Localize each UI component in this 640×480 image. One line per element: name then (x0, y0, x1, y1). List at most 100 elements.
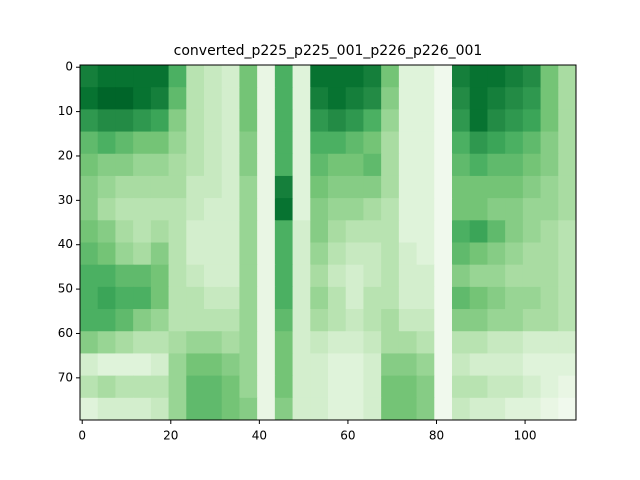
heat-cell (452, 198, 471, 221)
heat-cell (274, 175, 294, 199)
heat-cell (221, 220, 240, 243)
heat-cell (540, 264, 559, 288)
heat-cell (186, 309, 205, 332)
heat-cell (363, 264, 382, 288)
heat-cell (363, 220, 382, 243)
heat-cell (97, 198, 116, 221)
heat-cell (381, 65, 400, 88)
heat-cell (345, 331, 364, 354)
heat-cell (221, 109, 240, 133)
heat-cell (115, 397, 134, 421)
heat-cell (434, 131, 453, 155)
heat-cell (239, 65, 258, 88)
heat-cell (80, 175, 99, 199)
heat-cell (381, 242, 400, 266)
heat-cell (540, 331, 559, 354)
heat-cell (115, 220, 134, 243)
heat-cell (398, 309, 418, 332)
heat-cell (150, 375, 170, 399)
heat-cell (257, 87, 276, 110)
heat-cell (452, 87, 471, 110)
heat-cell (133, 109, 152, 133)
heat-cell (522, 87, 542, 110)
heat-cell (328, 242, 347, 266)
chart-title: converted_p225_p225_001_p226_p226_001 (174, 43, 483, 59)
heat-cell (363, 397, 382, 421)
heat-cell (80, 220, 99, 243)
heat-cell (328, 353, 347, 377)
heat-cell (274, 264, 294, 288)
heat-cell (80, 242, 99, 266)
heat-cell (204, 131, 223, 155)
heat-cell (186, 87, 205, 110)
heat-cell (150, 220, 170, 243)
heat-cell (168, 220, 187, 243)
y-tick-label: 10 (58, 104, 73, 118)
heat-cell (381, 131, 400, 155)
heat-cell (487, 397, 506, 421)
heat-cell (363, 131, 382, 155)
heat-cell (80, 65, 99, 88)
heat-cell (434, 87, 453, 110)
y-tick-label: 40 (58, 237, 73, 251)
heat-cell (292, 175, 311, 199)
heat-cell (328, 153, 347, 177)
heat-cell (398, 153, 418, 177)
heat-cell (328, 331, 347, 354)
heat-cell (221, 286, 240, 310)
heat-cell (363, 109, 382, 133)
heat-cell (398, 175, 418, 199)
heat-cell (80, 286, 99, 310)
heat-cell (257, 131, 276, 155)
heat-cell (558, 109, 577, 133)
heat-cell (204, 153, 223, 177)
heat-cell (80, 309, 99, 332)
heat-cell (487, 131, 506, 155)
y-tick-label: 20 (58, 148, 73, 162)
heat-cell (487, 264, 506, 288)
heat-cell (310, 198, 329, 221)
x-tick-label: 100 (514, 429, 537, 443)
heat-cell (452, 109, 471, 133)
x-tick-label: 0 (78, 429, 86, 443)
heat-cell (416, 286, 435, 310)
heat-cell (522, 264, 542, 288)
heat-cell (452, 375, 471, 399)
heat-cell (274, 153, 294, 177)
heat-cell (257, 375, 276, 399)
x-tick-label: 40 (252, 429, 267, 443)
heat-cell (204, 397, 223, 421)
heat-cell (363, 353, 382, 377)
heat-cell (416, 198, 435, 221)
heat-cell (150, 131, 170, 155)
heat-cell (310, 175, 329, 199)
heat-cell (186, 286, 205, 310)
heat-cell (292, 264, 311, 288)
heat-cell (204, 198, 223, 221)
heat-cell (345, 198, 364, 221)
heat-cell (540, 109, 559, 133)
heat-cell (186, 109, 205, 133)
heat-cell (345, 175, 364, 199)
heat-cell (469, 65, 488, 88)
heat-cell (310, 65, 329, 88)
heat-cell (505, 198, 524, 221)
heat-cell (505, 65, 524, 88)
heat-cell (381, 175, 400, 199)
heat-cell (381, 153, 400, 177)
heat-cell (487, 109, 506, 133)
heat-cell (345, 131, 364, 155)
heat-cell (522, 175, 542, 199)
heat-cell (469, 198, 488, 221)
heat-cell (540, 286, 559, 310)
heat-cell (115, 131, 134, 155)
heat-cell (434, 109, 453, 133)
heat-cell (540, 198, 559, 221)
heat-cell (97, 353, 116, 377)
heat-cell (558, 264, 577, 288)
heat-cell (452, 131, 471, 155)
heat-cell (398, 331, 418, 354)
heat-cell (434, 175, 453, 199)
heat-cell (168, 286, 187, 310)
